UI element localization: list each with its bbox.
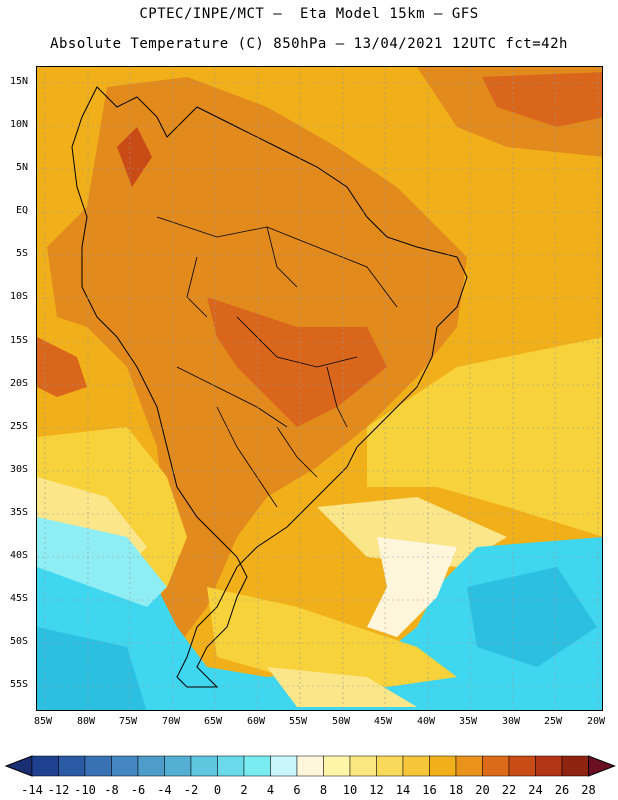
colorbar-tick-label: 10: [343, 783, 357, 797]
colorbar-tick-label: -10: [74, 783, 96, 797]
coastline: [71, 86, 468, 688]
colorbar-tick-label: 8: [320, 783, 327, 797]
colorbar-swatch: [349, 755, 377, 777]
lat-label-45s: 45S: [10, 593, 29, 604]
colorbar-tick-label: -4: [157, 783, 171, 797]
lon-label-30w: 30W: [502, 716, 521, 727]
colorbar-swatch: [243, 755, 271, 777]
colorbar-swatch: [561, 755, 589, 777]
lon-label-35w: 35W: [459, 716, 478, 727]
colorbar-swatch: [429, 755, 457, 777]
lat-label-eq: EQ: [16, 205, 29, 216]
pale-wedge-south: [267, 667, 417, 707]
colorbar-swatch: [455, 755, 483, 777]
light-cyan-band: [37, 517, 167, 607]
lon-label-50w: 50W: [332, 716, 351, 727]
colorbar-swatch: [137, 755, 165, 777]
title-line-1: CPTEC/INPE/MCT – Eta Model 15km – GFS: [139, 6, 479, 22]
lat-label-15s: 15S: [10, 335, 29, 346]
hot-core-northeast: [482, 72, 602, 127]
teal-patch-southwest: [37, 627, 147, 710]
cyan-region-south: [37, 537, 602, 710]
lon-label-45w: 45W: [374, 716, 393, 727]
colorbar-swatch: [58, 755, 86, 777]
colorbar-swatch: [296, 755, 324, 777]
lat-label-35s: 35S: [10, 507, 29, 518]
colorbar-tick-label: 26: [555, 783, 569, 797]
colorbar-swatch: [111, 755, 139, 777]
colorbar-tick-label: -8: [104, 783, 118, 797]
lon-label-85w: 85W: [34, 716, 53, 727]
colorbar-tick-label: 18: [449, 783, 463, 797]
colorbar-tick-label: 14: [396, 783, 410, 797]
lon-label-75w: 75W: [119, 716, 138, 727]
lat-label-25s: 25S: [10, 421, 29, 432]
colorbar-tick-label: 16: [422, 783, 436, 797]
teal-patch-east: [467, 567, 597, 667]
colorbar-tick-label: 24: [528, 783, 542, 797]
colorbar-swatch: [535, 755, 563, 777]
lon-label-80w: 80W: [77, 716, 96, 727]
lon-label-60w: 60W: [247, 716, 266, 727]
lat-label-5n: 5N: [16, 162, 29, 173]
colorbar-swatch: [31, 755, 59, 777]
colorbar-tick-label: 12: [369, 783, 383, 797]
map-frame: [36, 66, 603, 711]
lat-label-5s: 5S: [16, 248, 29, 259]
colorbar-swatch: [508, 755, 536, 777]
colorbar-swatch: [164, 755, 192, 777]
colorbar-tick-label: 28: [581, 783, 595, 797]
hot-core-west: [37, 337, 87, 397]
hot-core-andes: [117, 127, 152, 187]
colorbar-swatch: [84, 755, 112, 777]
lat-label-20s: 20S: [10, 378, 29, 389]
cream-band-east: [367, 537, 457, 637]
lat-label-30s: 30S: [10, 464, 29, 475]
colorbar-tick-label: -6: [131, 783, 145, 797]
colorbar-swatch: [402, 755, 430, 777]
colorbar-tick-label: 22: [502, 783, 516, 797]
lat-label-10n: 10N: [10, 119, 29, 130]
temperature-map: [37, 67, 602, 710]
colorbar-swatch: [376, 755, 404, 777]
colorbar-swatch: [270, 755, 298, 777]
lat-label-50s: 50S: [10, 636, 29, 647]
lat-label-40s: 40S: [10, 550, 29, 561]
colorbar-tick-label: 20: [475, 783, 489, 797]
yellow-band-east: [367, 337, 602, 537]
colorbar-tick-label: 2: [240, 783, 247, 797]
lon-label-65w: 65W: [204, 716, 223, 727]
colorbar-tick-label: -14: [21, 783, 43, 797]
colorbar-swatch: [190, 755, 218, 777]
lon-label-40w: 40W: [417, 716, 436, 727]
title-line-2: Absolute Temperature (C) 850hPa – 13/04/…: [50, 36, 568, 52]
lon-label-70w: 70W: [162, 716, 181, 727]
colorbar-right-arrow: [588, 755, 616, 777]
lon-label-55w: 55W: [289, 716, 308, 727]
yellow-wedge-south: [207, 587, 457, 687]
lon-label-20w: 20W: [587, 716, 606, 727]
colorbar-tick-label: 4: [267, 783, 274, 797]
colorbar-swatch: [482, 755, 510, 777]
colorbar-tick-label: 0: [214, 783, 221, 797]
lat-label-55s: 55S: [10, 679, 29, 690]
lat-label-15n: 15N: [10, 76, 29, 87]
pale-yellow-south: [317, 497, 507, 567]
colorbar-tick-label: 6: [293, 783, 300, 797]
colorbar-tick-label: -12: [48, 783, 70, 797]
colorbar-tick-label: -2: [184, 783, 198, 797]
lon-label-25w: 25W: [544, 716, 563, 727]
lat-label-10s: 10S: [10, 291, 29, 302]
colorbar: -14 -12 -10 -8 -6 -4 -2 0 2 4 6 8 10 12 14 16 18 20 22 24 26…: [4, 755, 616, 797]
colorbar-swatch: [217, 755, 245, 777]
colorbar-swatch: [323, 755, 351, 777]
country-borders: [156, 216, 398, 508]
colorbar-left-arrow: [4, 755, 33, 777]
